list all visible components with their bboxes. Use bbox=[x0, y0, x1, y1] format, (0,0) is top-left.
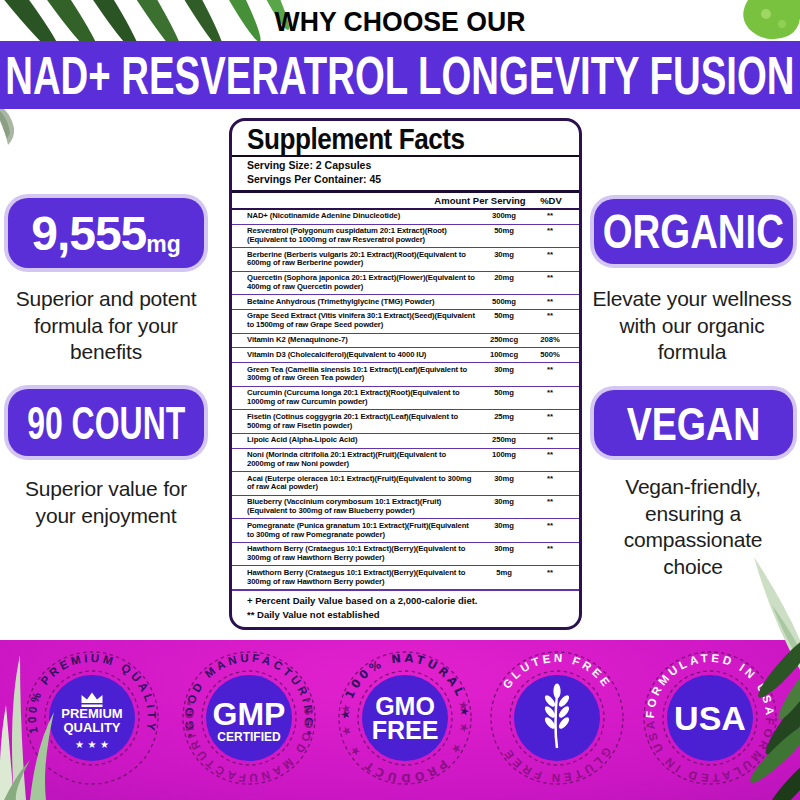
footnote-not-established: ** Daily Value not established bbox=[247, 608, 564, 622]
table-row: Noni (Morinda citrifolia 20:1 Extract)(F… bbox=[232, 449, 579, 473]
table-row: Fisetin (Cotinus coggygria 20:1 Extract)… bbox=[232, 410, 579, 434]
table-row: Vitamin K2 (Menaquinone-7)250mcg208% bbox=[232, 334, 579, 349]
svg-text:PREMIUM: PREMIUM bbox=[61, 706, 122, 721]
serving-size: Serving Size: 2 Capsules bbox=[247, 159, 564, 173]
banner-title: NAD+ RESVERATROL LONGEVITY FUSION bbox=[0, 41, 800, 109]
supplement-facts-panel: Supplement Facts Serving Size: 2 Capsule… bbox=[229, 118, 582, 630]
callout-9555mg-text: Superior and potent formula for your ben… bbox=[1, 286, 211, 366]
svg-text:QUALITY: QUALITY bbox=[63, 720, 120, 735]
table-row: Pomegranate (Punica granatum 10:1 Extrac… bbox=[232, 519, 579, 543]
leaves-bottom-left bbox=[0, 650, 66, 800]
table-row: Resveratrol (Polygonum cuspidatum 20:1 E… bbox=[232, 225, 579, 249]
kicker-heading: WHY CHOOSE OUR bbox=[0, 6, 800, 38]
supplement-facts-title: Supplement Facts bbox=[232, 121, 579, 157]
svg-text:★ ★ ★: ★ ★ ★ bbox=[75, 739, 109, 750]
leaves-bottom-right bbox=[735, 638, 800, 800]
leaf-left-edge bbox=[0, 106, 24, 148]
product-infographic: WHY CHOOSE OUR NAD+ RESVERATROL LONGEVIT… bbox=[0, 0, 800, 800]
callout-90-count: 90 COUNT bbox=[8, 389, 204, 456]
column-dv: %DV bbox=[527, 195, 575, 206]
table-row: Hawthorn Berry (Crataegus 10:1 Extract)(… bbox=[232, 543, 579, 567]
table-row: Berberine (Berberis vulgaris 20:1 Extrac… bbox=[232, 248, 579, 272]
table-row: Blueberry (Vaccinium corymbosum 10:1 Ext… bbox=[232, 496, 579, 520]
svg-text:CERTIFIED: CERTIFIED bbox=[217, 730, 281, 744]
callout-organic-text: Elevate your wellness with our organic f… bbox=[587, 286, 797, 366]
table-row: Lipoic Acid (Alpha-Lipoic Acid)250mg** bbox=[232, 434, 579, 449]
callout-organic: ORGANIC bbox=[594, 199, 793, 264]
svg-text:GMP: GMP bbox=[213, 696, 286, 732]
table-row: Grape Seed Extract (Vitis vinifera 30:1 … bbox=[232, 310, 579, 334]
table-row: Acai (Euterpe oleracea 10:1 Extract)(Fru… bbox=[232, 472, 579, 496]
badge-gmo-free: ★ 100% NATURAL ★ ★ ★ ★ PRODUCT ★ ★ ★ GMO… bbox=[335, 648, 475, 788]
column-amount: Amount Per Serving bbox=[420, 195, 540, 206]
servings-per-container: Servings Per Container: 45 bbox=[247, 173, 564, 187]
table-row: Quercetin (Sophora japonica 20:1 Extract… bbox=[232, 272, 579, 296]
serving-info: Serving Size: 2 Capsules Servings Per Co… bbox=[232, 157, 579, 193]
table-row: Hawthorn Berry (Crataegus 10:1 Extract)(… bbox=[232, 566, 579, 591]
table-row: Betaine Anhydrous (Trimethylglycine (TMG… bbox=[232, 295, 579, 310]
footnote-daily-value: + Percent Daily Value based on a 2,000-c… bbox=[247, 594, 564, 608]
table-row: Curcumin (Curcuma longa 20:1 Extract)(Ro… bbox=[232, 387, 579, 411]
badge-gluten-free: GLUTEN FREE GLUTEN FREE bbox=[487, 648, 627, 788]
svg-text:FREE: FREE bbox=[372, 716, 439, 744]
badge-gmp-certified: *GOOD MANUFACTURING* *GOOD MANUFACTURING… bbox=[179, 648, 319, 788]
callout-9555mg: 9,555mg bbox=[8, 198, 204, 268]
footnotes: + Percent Daily Value based on a 2,000-c… bbox=[232, 591, 579, 626]
table-row: Green Tea (Camellia sinensis 10:1 Extrac… bbox=[232, 363, 579, 387]
ingredient-rows: NAD+ (Nicotinamide Adenine Dinucleotide)… bbox=[232, 210, 579, 591]
callout-90-count-text: Superior value for your enjoyment bbox=[11, 476, 201, 529]
column-headers: Amount Per Serving %DV bbox=[232, 193, 579, 210]
table-row: NAD+ (Nicotinamide Adenine Dinucleotide)… bbox=[232, 210, 579, 225]
callout-vegan: VEGAN bbox=[594, 390, 793, 456]
table-row: Vitamin D3 (Cholecalciferol)(Equivalent … bbox=[232, 348, 579, 363]
